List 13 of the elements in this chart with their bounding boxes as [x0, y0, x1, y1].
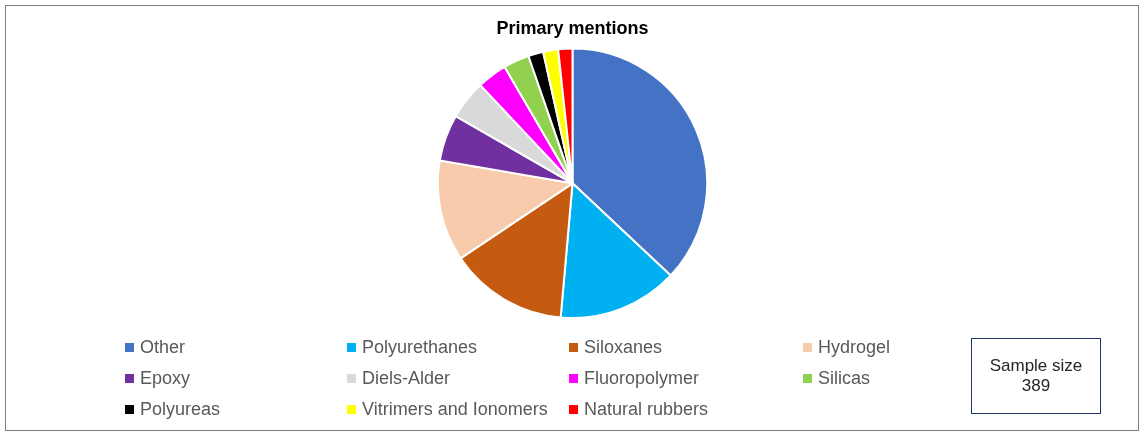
legend-label: Hydrogel: [818, 336, 891, 358]
legend-label: Epoxy: [140, 367, 191, 389]
legend-label: Vitrimers and Ionomers: [362, 398, 548, 420]
legend-label: Natural rubbers: [584, 398, 709, 420]
legend-label: Diels-Alder: [362, 367, 451, 389]
legend-label: Polyureas: [140, 398, 221, 420]
chart-title: Primary mentions: [496, 17, 649, 38]
text: Sample size 389: [971, 338, 1101, 414]
legend-label: Siloxanes: [584, 336, 663, 358]
legend-label: Fluoropolymer: [584, 367, 700, 389]
legend-label: Polyurethanes: [362, 336, 478, 358]
legend-label: Other: [140, 336, 186, 358]
legend-label: Silicas: [818, 367, 871, 389]
